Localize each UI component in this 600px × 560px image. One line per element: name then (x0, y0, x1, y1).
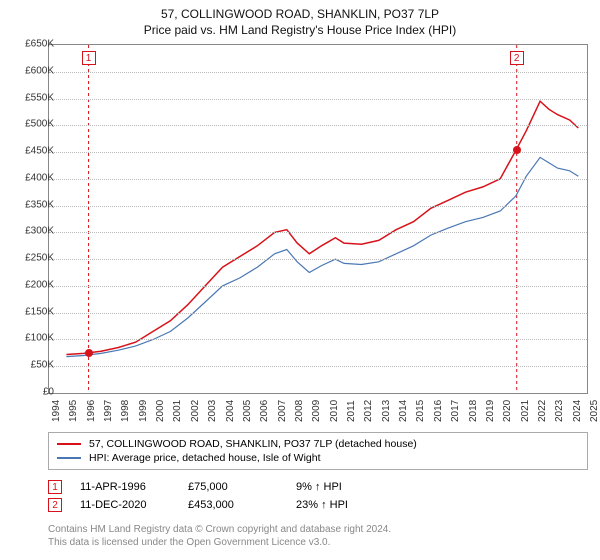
x-tick-label: 2023 (554, 400, 565, 422)
y-tick-label: £450K (10, 146, 54, 157)
y-gridline (49, 125, 587, 126)
x-tick-label: 2021 (520, 400, 531, 422)
x-tick-label: 2025 (589, 400, 600, 422)
y-gridline (49, 259, 587, 260)
y-gridline (49, 366, 587, 367)
chart-container: 57, COLLINGWOOD ROAD, SHANKLIN, PO37 7LP… (0, 0, 600, 560)
x-tick-label: 2009 (311, 400, 322, 422)
y-gridline (49, 152, 587, 153)
x-tick-label: 1998 (120, 400, 131, 422)
y-gridline (49, 206, 587, 207)
legend-swatch (57, 457, 81, 459)
legend-row: HPI: Average price, detached house, Isle… (57, 451, 579, 465)
x-tick-label: 1996 (86, 400, 97, 422)
x-tick-label: 2019 (485, 400, 496, 422)
x-tick-label: 1994 (51, 400, 62, 422)
sale-data-row: 1 11-APR-1996 £75,000 9% ↑ HPI (48, 478, 588, 496)
y-tick-label: £200K (10, 279, 54, 290)
x-tick-label: 2015 (415, 400, 426, 422)
legend-label: HPI: Average price, detached house, Isle… (89, 452, 321, 464)
y-tick-label: £650K (10, 39, 54, 50)
x-tick-label: 2014 (398, 400, 409, 422)
y-tick-label: £350K (10, 199, 54, 210)
sale-data-pct: 23% ↑ HPI (296, 499, 386, 511)
sale-point-dot (85, 349, 93, 357)
x-tick-label: 2017 (450, 400, 461, 422)
y-gridline (49, 286, 587, 287)
x-tick-label: 2022 (537, 400, 548, 422)
plot-area: 12 (48, 44, 588, 394)
chart-svg (49, 45, 587, 393)
x-tick-label: 2005 (242, 400, 253, 422)
sale-data-marker: 1 (48, 480, 62, 494)
legend-swatch (57, 443, 81, 445)
chart-title: 57, COLLINGWOOD ROAD, SHANKLIN, PO37 7LP… (0, 0, 600, 38)
x-tick-label: 2008 (294, 400, 305, 422)
x-tick-label: 2010 (329, 400, 340, 422)
x-tick-label: 1995 (68, 400, 79, 422)
x-tick-label: 2001 (172, 400, 183, 422)
sale-data-marker: 2 (48, 498, 62, 512)
sale-data-date: 11-DEC-2020 (80, 499, 170, 511)
x-tick-label: 2002 (190, 400, 201, 422)
sale-data-pct: 9% ↑ HPI (296, 481, 386, 493)
y-tick-label: £0 (10, 387, 54, 398)
y-tick-label: £600K (10, 65, 54, 76)
sale-data-price: £453,000 (188, 499, 278, 511)
y-tick-label: £300K (10, 226, 54, 237)
y-gridline (49, 339, 587, 340)
title-subtitle: Price paid vs. HM Land Registry's House … (0, 22, 600, 38)
x-tick-label: 2024 (572, 400, 583, 422)
sale-data-row: 2 11-DEC-2020 £453,000 23% ↑ HPI (48, 496, 588, 514)
x-tick-label: 2016 (433, 400, 444, 422)
y-tick-label: £400K (10, 172, 54, 183)
series-line-property (66, 101, 578, 354)
legend-row: 57, COLLINGWOOD ROAD, SHANKLIN, PO37 7LP… (57, 437, 579, 451)
x-tick-label: 1997 (103, 400, 114, 422)
sale-data-price: £75,000 (188, 481, 278, 493)
credit-line-1: Contains HM Land Registry data © Crown c… (48, 524, 588, 537)
x-tick-label: 2000 (155, 400, 166, 422)
credit-text: Contains HM Land Registry data © Crown c… (48, 524, 588, 549)
y-tick-label: £550K (10, 92, 54, 103)
y-tick-label: £150K (10, 306, 54, 317)
y-gridline (49, 72, 587, 73)
sale-data-date: 11-APR-1996 (80, 481, 170, 493)
y-gridline (49, 232, 587, 233)
y-gridline (49, 99, 587, 100)
legend-label: 57, COLLINGWOOD ROAD, SHANKLIN, PO37 7LP… (89, 438, 417, 450)
sale-point-dot (513, 146, 521, 154)
series-line-hpi (66, 157, 578, 356)
x-tick-label: 2004 (225, 400, 236, 422)
y-tick-label: £100K (10, 333, 54, 344)
y-gridline (49, 179, 587, 180)
legend-box: 57, COLLINGWOOD ROAD, SHANKLIN, PO37 7LP… (48, 432, 588, 470)
x-tick-label: 2013 (381, 400, 392, 422)
x-tick-label: 2012 (363, 400, 374, 422)
x-tick-label: 2020 (502, 400, 513, 422)
title-address: 57, COLLINGWOOD ROAD, SHANKLIN, PO37 7LP (0, 6, 600, 22)
y-tick-label: £50K (10, 360, 54, 371)
y-tick-label: £250K (10, 253, 54, 264)
credit-line-2: This data is licensed under the Open Gov… (48, 537, 588, 550)
x-tick-label: 2007 (277, 400, 288, 422)
sale-points-table: 1 11-APR-1996 £75,000 9% ↑ HPI 2 11-DEC-2020 £… (48, 478, 588, 514)
x-tick-label: 1999 (138, 400, 149, 422)
sale-marker-box: 2 (510, 51, 524, 65)
y-gridline (49, 313, 587, 314)
x-tick-label: 2006 (259, 400, 270, 422)
sale-marker-box: 1 (82, 51, 96, 65)
x-tick-label: 2011 (346, 400, 357, 422)
x-tick-label: 2018 (468, 400, 479, 422)
y-tick-label: £500K (10, 119, 54, 130)
x-tick-label: 2003 (207, 400, 218, 422)
